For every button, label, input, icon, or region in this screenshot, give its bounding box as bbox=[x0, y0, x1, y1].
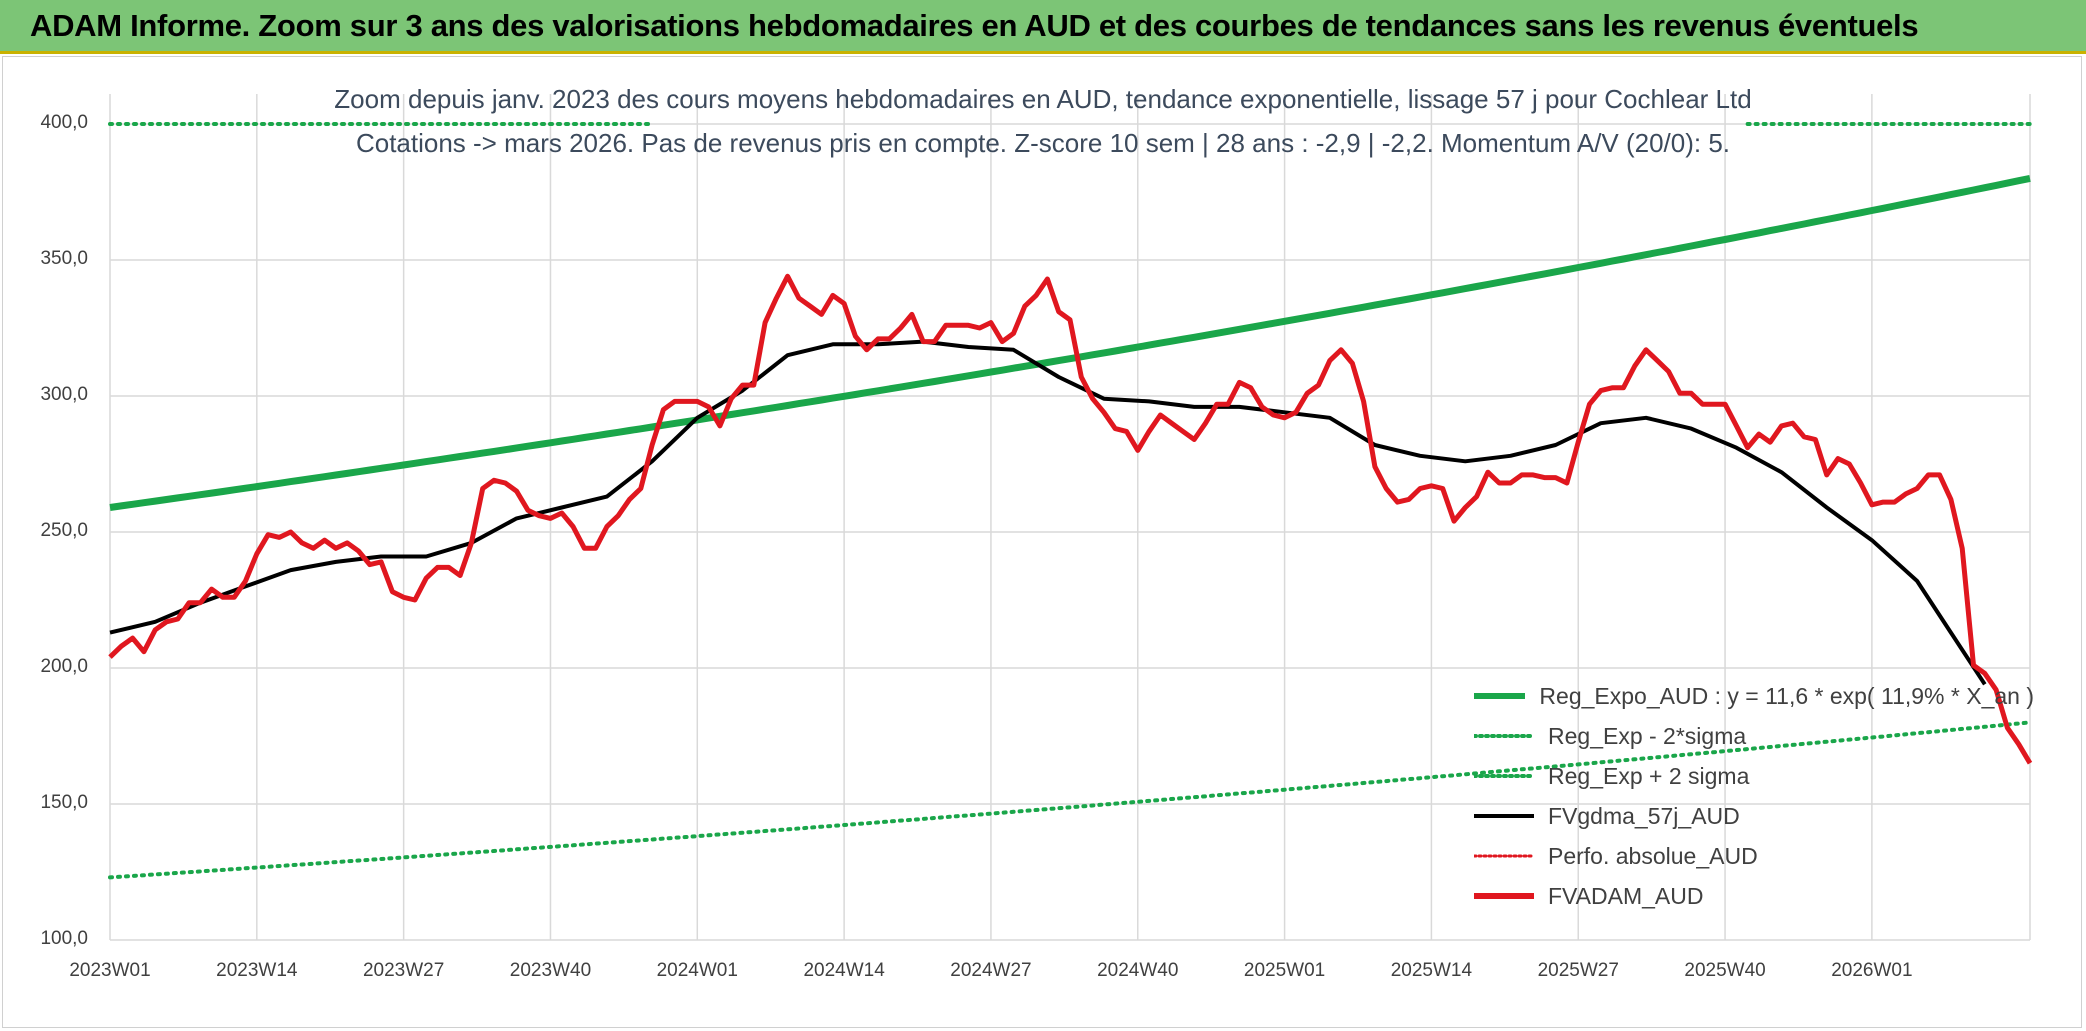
y-tick-label: 400,0 bbox=[40, 112, 88, 133]
y-tick-label: 250,0 bbox=[40, 520, 88, 541]
x-tick-label: 2025W40 bbox=[1684, 960, 1766, 981]
y-tick-label: 200,0 bbox=[40, 656, 88, 677]
legend-entry-gdma: FVgdma_57j_AUD bbox=[1474, 796, 2034, 836]
page-title: ADAM Informe. Zoom sur 3 ans des valoris… bbox=[30, 8, 1919, 43]
chart-subtitle: Cotations -> mars 2026. Pas de revenus p… bbox=[355, 128, 1731, 158]
y-tick-label: 100,0 bbox=[40, 928, 88, 949]
title-banner: ADAM Informe. Zoom sur 3 ans des valoris… bbox=[0, 0, 2086, 54]
y-tick-label: 350,0 bbox=[40, 248, 88, 269]
legend-entry-perfo: Perfo. absolue_AUD bbox=[1474, 836, 2034, 876]
x-tick-label: 2023W40 bbox=[509, 960, 592, 981]
legend-entry-reg-plus: Reg_Exp + 2 sigma bbox=[1474, 756, 2034, 796]
x-tick-label: 2024W40 bbox=[1097, 960, 1179, 981]
legend-swatch-gdma bbox=[1474, 814, 1534, 818]
legend-swatch-reg-minus bbox=[1474, 734, 1534, 738]
y-tick-label: 300,0 bbox=[40, 384, 88, 405]
legend-label-gdma: FVgdma_57j_AUD bbox=[1548, 802, 1740, 829]
series-reg-expo bbox=[109, 174, 2031, 511]
legend-entry-reg-expo: Reg_Expo_AUD : y = 11,6 * exp( 11,9% * X… bbox=[1474, 676, 2034, 716]
x-tick-label: 2025W01 bbox=[1243, 960, 1326, 981]
x-tick-label: 2023W01 bbox=[69, 960, 151, 981]
legend-label-reg-expo: Reg_Expo_AUD : y = 11,6 * exp( 11,9% * X… bbox=[1539, 682, 2034, 709]
x-tick-label: 2024W27 bbox=[950, 960, 1032, 981]
series-reg-minus-2sigma bbox=[108, 720, 2032, 880]
legend-label-perfo: Perfo. absolue_AUD bbox=[1548, 842, 1758, 869]
plot-frame bbox=[2, 56, 2082, 1028]
y-tick-label: 150,0 bbox=[40, 792, 88, 813]
x-tick-label: 2024W14 bbox=[803, 960, 885, 981]
legend-label-reg-plus: Reg_Exp + 2 sigma bbox=[1548, 762, 1750, 789]
x-tick-label: 2023W14 bbox=[216, 960, 298, 981]
legend-entry-reg-minus: Reg_Exp - 2*sigma bbox=[1474, 716, 2034, 756]
legend-swatch-perfo bbox=[1474, 854, 1534, 858]
legend-label-reg-minus: Reg_Exp - 2*sigma bbox=[1548, 722, 1747, 749]
legend-swatch-reg-expo bbox=[1474, 693, 1526, 699]
legend-swatch-reg-plus bbox=[1474, 774, 1534, 778]
x-tick-label: 2025W14 bbox=[1390, 960, 1473, 981]
legend-entry-fvadam: FVADAM_AUD bbox=[1474, 876, 2034, 916]
legend-swatch-fvadam bbox=[1474, 893, 1534, 899]
series-fvgdma bbox=[109, 339, 1987, 686]
chart-title: Zoom depuis janv. 2023 des cours moyens … bbox=[334, 84, 1752, 114]
chart-legend: Reg_Expo_AUD : y = 11,6 * exp( 11,9% * X… bbox=[1474, 676, 2034, 916]
x-tick-label: 2024W01 bbox=[656, 960, 738, 981]
x-tick-label: 2025W27 bbox=[1537, 960, 1619, 981]
series-fvadam bbox=[108, 273, 2033, 765]
legend-label-fvadam: FVADAM_AUD bbox=[1548, 882, 1704, 909]
x-tick-label: 2026W01 bbox=[1831, 960, 1913, 981]
x-tick-label: 2023W27 bbox=[362, 960, 445, 981]
